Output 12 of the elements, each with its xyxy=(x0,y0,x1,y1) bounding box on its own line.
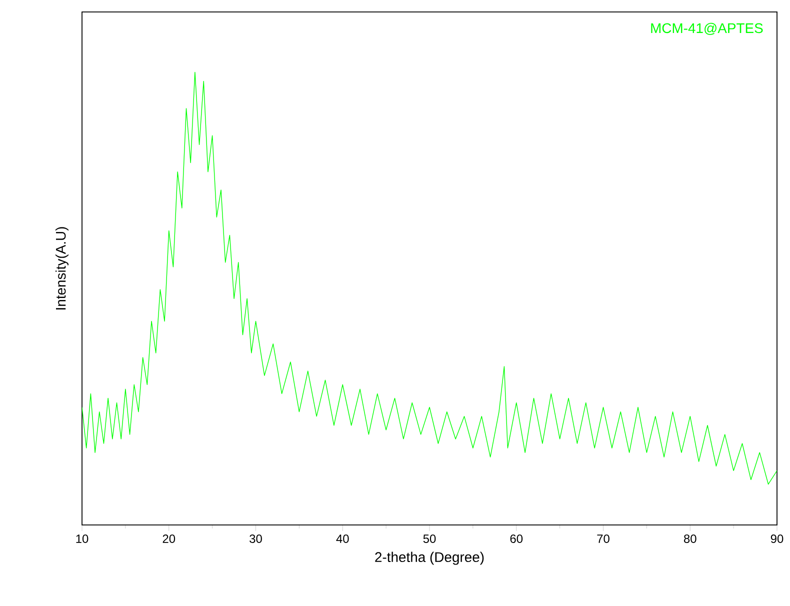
x-tick-label: 40 xyxy=(336,534,349,543)
x-tick-label: 80 xyxy=(684,534,696,543)
x-tick-label: 10 xyxy=(76,534,88,543)
x-tick-label: 90 xyxy=(770,534,784,543)
x-axis-title: 2-thetha (Degree) xyxy=(375,552,484,565)
x-tick-label: 60 xyxy=(510,534,523,543)
y-axis-title: Intensity(A.U) xyxy=(55,227,68,310)
x-tick-label: 70 xyxy=(597,534,610,543)
x-tick-label: 30 xyxy=(250,534,262,543)
x-tick-label: 50 xyxy=(423,534,436,543)
x-tick-label: 20 xyxy=(162,534,176,543)
text: MCM-41@APTES xyxy=(651,22,763,35)
